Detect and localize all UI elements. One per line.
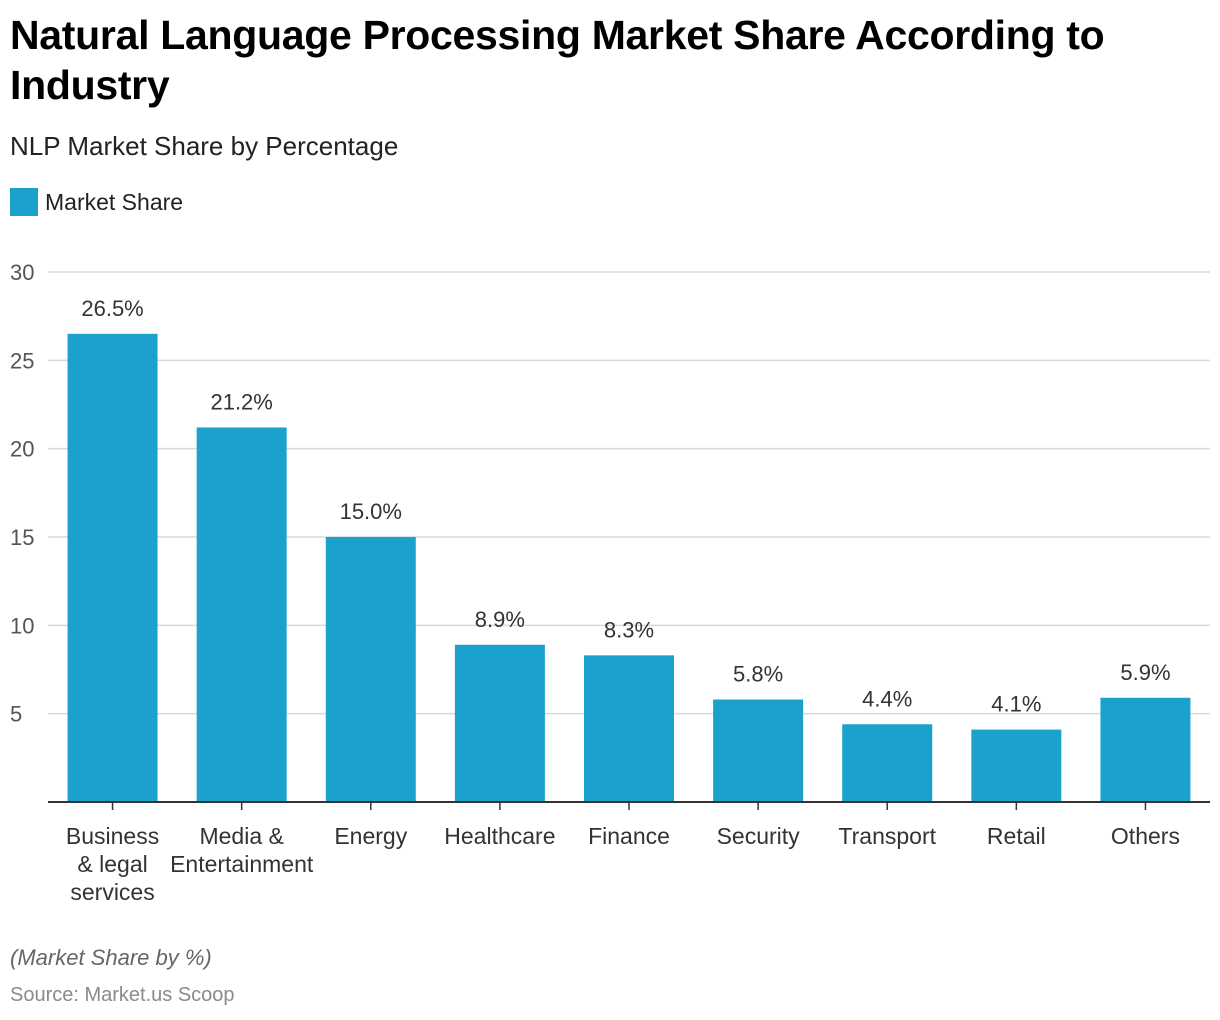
data-label: 26.5%: [81, 296, 143, 321]
bar: [67, 333, 158, 802]
bar-chart: 5 10 15 20 25 30 26.5% 21.2% 15.0% 8.9% 8.3% 5.8% 4…: [10, 260, 1210, 905]
x-axis: [48, 801, 1210, 810]
legend: Market Share: [10, 187, 183, 217]
y-axis-ticks: 5 10 15 20 25 30: [10, 260, 34, 727]
x-tick-label-line: & legal: [77, 851, 147, 877]
bar: [971, 729, 1062, 802]
x-tick-label-line: Business: [66, 823, 159, 849]
x-tick-label: Finance: [588, 823, 670, 849]
x-tick-label: Security: [717, 823, 801, 849]
chart-subtitle: NLP Market Share by Percentage: [10, 131, 399, 161]
x-tick-label-line: Security: [717, 823, 801, 849]
x-tick-label-line: Entertainment: [170, 851, 314, 877]
x-tick-label-line: Transport: [838, 823, 936, 849]
bars: [67, 333, 1191, 802]
x-tick-label-line: Healthcare: [444, 823, 555, 849]
x-tick-label: Media & Entertainment: [170, 823, 314, 877]
data-label: 15.0%: [340, 499, 402, 524]
x-tick-label: Business & legal services: [66, 823, 159, 905]
bar: [325, 537, 416, 802]
x-tick-label-line: Energy: [334, 823, 407, 849]
x-tick-label: Energy: [334, 823, 407, 849]
x-tick-label-line: Retail: [987, 823, 1046, 849]
y-tick-label: 10: [10, 613, 34, 638]
x-tick-label-line: Media &: [199, 823, 283, 849]
y-tick-label: 30: [10, 260, 34, 285]
bar: [842, 724, 933, 802]
data-label: 5.8%: [733, 662, 783, 687]
data-label: 4.4%: [862, 686, 912, 711]
x-tick-label: Others: [1111, 823, 1180, 849]
y-tick-label: 5: [10, 702, 22, 727]
legend-swatch: [10, 188, 38, 216]
bar: [196, 427, 287, 802]
y-tick-label: 15: [10, 525, 34, 550]
x-tick-label: Healthcare: [444, 823, 555, 849]
bar: [1100, 697, 1191, 802]
bar: [713, 699, 804, 802]
chart-title: Natural Language Processing Market Share…: [10, 12, 1105, 108]
x-tick-label: Retail: [987, 823, 1046, 849]
source-note: Source: Market.us Scoop: [10, 984, 235, 1006]
data-label: 21.2%: [210, 389, 272, 414]
x-tick-label: Transport: [838, 823, 936, 849]
data-labels: 26.5% 21.2% 15.0% 8.9% 8.3% 5.8% 4.4% 4.1% 5.9%: [81, 296, 1170, 717]
bar: [454, 644, 545, 802]
legend-label: Market Share: [45, 188, 184, 215]
x-tick-label-line: services: [70, 879, 154, 905]
data-label: 8.3%: [604, 617, 654, 642]
x-tick-label-line: Others: [1111, 823, 1180, 849]
x-tick-label-line: Finance: [588, 823, 670, 849]
bar: [584, 655, 674, 802]
y-tick-label: 25: [10, 348, 34, 373]
y-tick-label: 20: [10, 437, 34, 462]
data-label: 8.9%: [475, 607, 525, 632]
data-label: 5.9%: [1120, 660, 1170, 685]
data-label: 4.1%: [991, 692, 1041, 717]
chart-caption: (Market Share by %): [10, 945, 212, 970]
